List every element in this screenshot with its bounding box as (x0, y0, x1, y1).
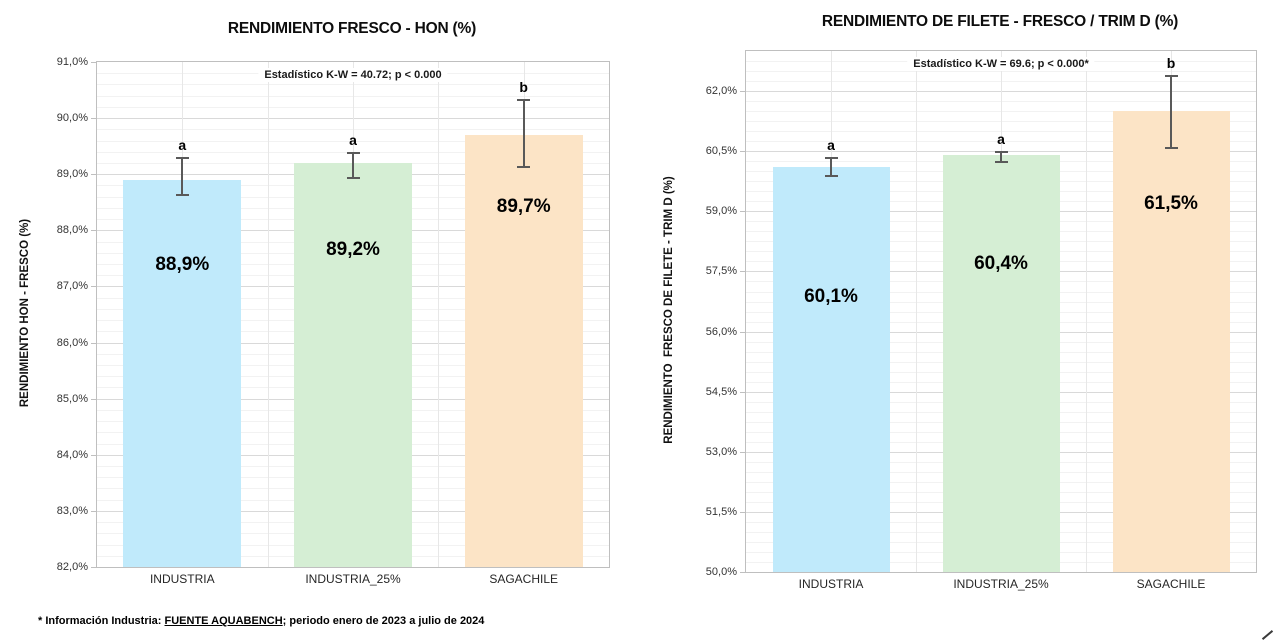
category-label: INDUSTRIA (149, 572, 215, 586)
error-bar-cap-bottom (1164, 147, 1178, 150)
y-axis-tick (740, 331, 745, 333)
significance-letter: b (519, 78, 528, 95)
y-tick-label: 83,0% (56, 504, 88, 517)
y-tick-label: 53,0% (705, 445, 737, 458)
category-label: INDUSTRIA_25% (953, 577, 1049, 591)
significance-letter: a (827, 137, 835, 154)
error-bar (830, 157, 832, 176)
error-bar-cap-top (517, 98, 531, 101)
y-axis-title: RENDIMIENTO HON - FRESCO (%) (19, 218, 31, 408)
y-tick-label: 60,5% (705, 145, 737, 158)
y-tick-label: 82,0% (56, 561, 88, 573)
y-axis-tick (91, 118, 96, 120)
bar-value-label: 60,4% (974, 253, 1028, 275)
y-tick-label: 89,0% (56, 168, 88, 181)
y-axis-title: RENDIMIENTO FRESCO DE FILETE - TRIM D (%… (663, 176, 675, 444)
footnote-source: FUENTE AQUABENCH (164, 615, 283, 627)
error-bar-cap-bottom (175, 193, 189, 196)
y-tick-label: 54,5% (705, 385, 737, 398)
bar-industria-25- (294, 163, 412, 567)
bar-value-label: 60,1% (804, 286, 858, 308)
y-tick-label: 59,0% (705, 205, 737, 218)
y-axis-tick (740, 572, 745, 573)
category-label: SAGACHILE (1136, 577, 1206, 591)
y-tick-label: 51,5% (705, 505, 737, 518)
y-tick-label: 84,0% (56, 448, 88, 461)
bar-value-label: 88,9% (155, 253, 210, 275)
y-tick-label: 88,0% (56, 224, 88, 237)
error-bar (1000, 151, 1002, 162)
error-bar-cap-bottom (517, 165, 531, 168)
bar-sagachile (464, 134, 583, 567)
y-tick-label: 62,0% (705, 85, 737, 98)
y-axis-tick (740, 91, 745, 93)
error-bar-cap-top (1164, 75, 1178, 77)
y-axis-tick (740, 151, 745, 153)
y-tick-label: 87,0% (56, 280, 88, 293)
category-label: SAGACHILE (489, 572, 559, 586)
bar-value-label: 89,2% (326, 239, 380, 260)
significance-letter: a (178, 137, 187, 154)
error-bar (1170, 75, 1172, 148)
vertical-gridline (916, 51, 917, 572)
y-axis-tick (91, 510, 96, 512)
vertical-gridline (267, 62, 269, 567)
y-axis-tick (91, 567, 96, 568)
y-tick-label: 90,0% (56, 112, 88, 125)
y-axis-tick (91, 342, 96, 344)
y-axis-tick (91, 174, 96, 176)
y-tick-label: 85,0% (56, 392, 88, 405)
error-bar-cap-top (994, 151, 1008, 154)
y-axis-tick (740, 391, 745, 393)
y-axis-tick (91, 454, 96, 456)
chart-title: RENDIMIENTO DE FILETE - FRESCO / TRIM D … (821, 13, 1179, 30)
error-bar-cap-bottom (824, 175, 838, 178)
y-axis-tick (91, 62, 96, 63)
y-axis-tick (740, 451, 745, 453)
vertical-gridline (438, 62, 440, 567)
y-tick-label: 57,5% (705, 265, 737, 278)
plot-area: Estadístico K-W = 69.6; p < 0.000* 50,0%… (706, 50, 1257, 591)
significance-letter: a (349, 131, 357, 148)
footnote-suffix: ; periodo enero de 2023 a julio de 2024 (282, 615, 485, 627)
y-axis-tick (740, 511, 745, 513)
error-bar-cap-top (824, 157, 838, 160)
y-axis-tick (91, 286, 96, 288)
stat-annotation: Estadístico K-W = 69.6; p < 0.000* (907, 57, 1095, 71)
y-tick-label: 56,0% (705, 325, 737, 338)
y-axis-tick (91, 398, 96, 400)
error-bar (352, 151, 354, 178)
category-label: INDUSTRIA_25% (305, 572, 401, 586)
bar-sagachile (1112, 111, 1230, 572)
y-axis-tick (740, 271, 745, 273)
chart-rendimiento-filete-trimd: RENDIMIENTO DE FILETE - FRESCO / TRIM D … (645, 0, 1275, 643)
y-axis-tick (740, 211, 745, 213)
y-axis-tick (91, 230, 96, 232)
footnote: * Información Industria: FUENTE AQUABENC… (38, 615, 484, 627)
bar-industria-25- (942, 155, 1060, 572)
significance-letter: b (1166, 55, 1176, 71)
error-bar-cap-bottom (994, 161, 1008, 164)
error-bar-cap-top (346, 151, 360, 154)
chart-rendimiento-fresco-hon: RENDIMIENTO FRESCO - HON (%) RENDIMIENTO… (19, 20, 610, 586)
bar-industria (123, 179, 242, 567)
bar-value-label: 89,7% (496, 195, 551, 217)
y-tick-label: 91,0% (56, 56, 88, 68)
plot-area: Estadístico K-W = 40.72; p < 0.000 82,0%… (57, 56, 610, 586)
significance-letter: a (997, 131, 1005, 148)
footnote-prefix: * Información Industria: (38, 615, 165, 627)
bar-value-label: 61,5% (1144, 193, 1198, 215)
chart-title: RENDIMIENTO FRESCO - HON (%) (227, 20, 477, 37)
error-bar (181, 157, 184, 194)
vertical-gridline (1086, 51, 1087, 572)
stat-annotation: Estadístico K-W = 40.72; p < 0.000 (258, 68, 448, 82)
category-label: INDUSTRIA (798, 577, 864, 591)
bar-industria (772, 167, 890, 572)
y-tick-label: 50,0% (705, 566, 737, 578)
error-bar-cap-bottom (346, 177, 360, 179)
y-tick-label: 86,0% (56, 336, 88, 349)
error-bar-cap-top (175, 157, 189, 160)
error-bar (522, 98, 525, 166)
